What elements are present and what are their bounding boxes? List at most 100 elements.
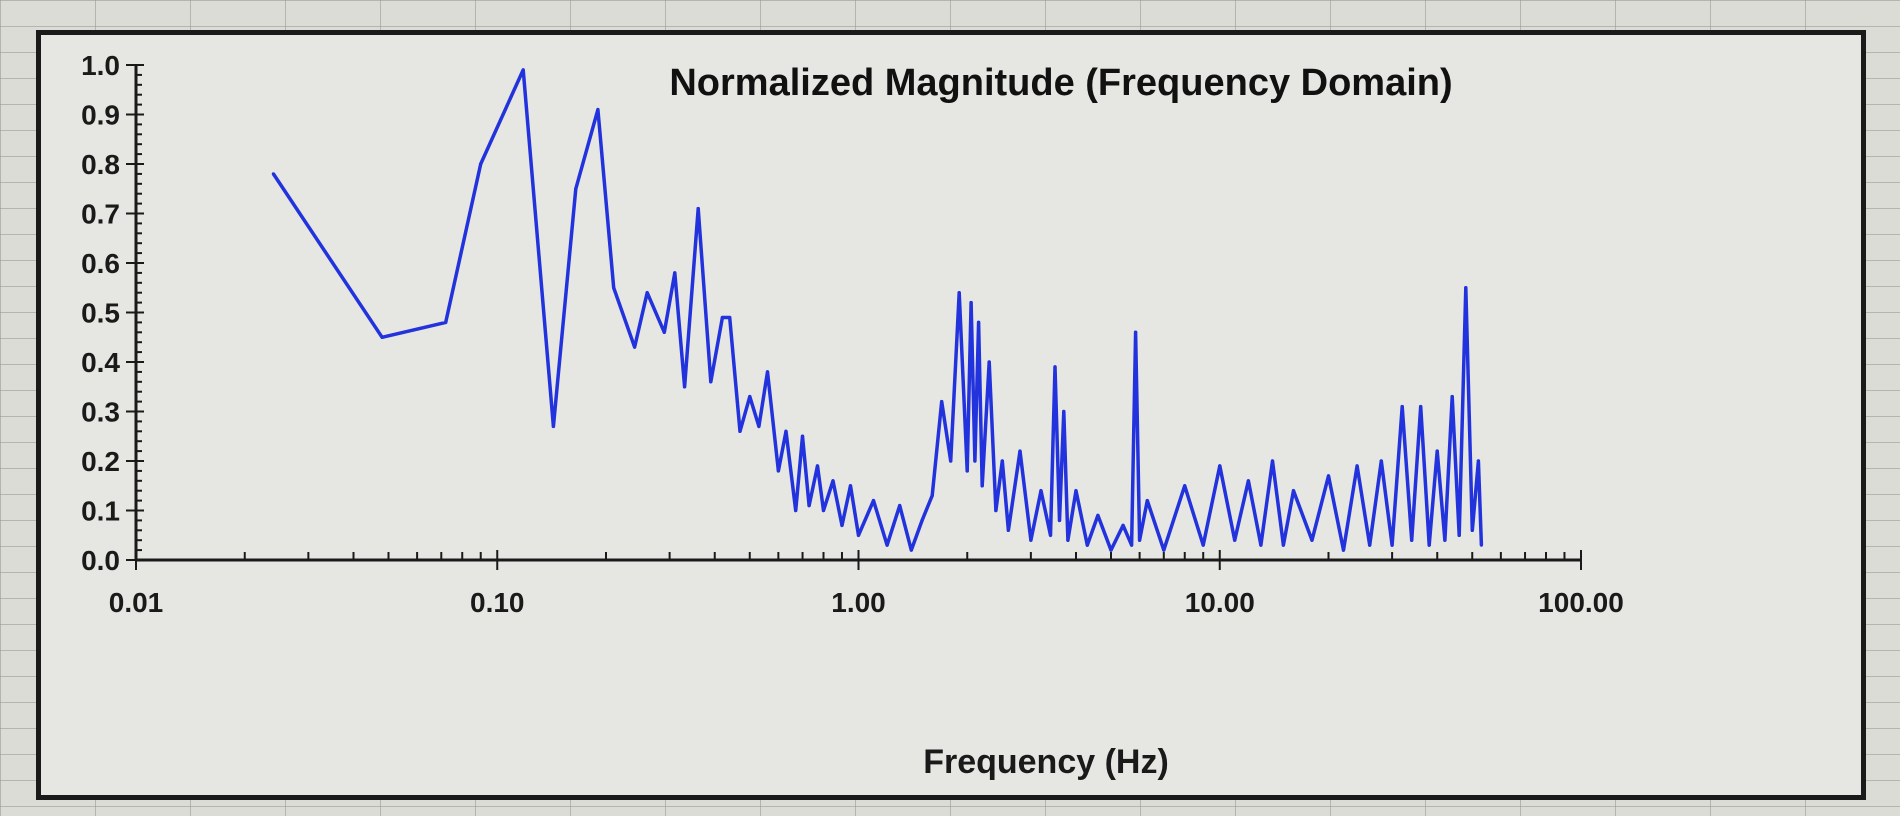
x-tick-label: 100.00	[1538, 587, 1624, 618]
y-tick-label: 0.0	[81, 545, 120, 576]
data-point	[1006, 528, 1011, 532]
data-point	[1057, 518, 1062, 522]
data-point	[940, 400, 944, 404]
data-point	[1145, 499, 1149, 503]
data-point	[271, 172, 275, 176]
data-point	[1310, 538, 1314, 542]
data-point	[1129, 543, 1134, 547]
data-point	[682, 385, 687, 389]
data-point	[765, 370, 770, 374]
data-point	[1018, 449, 1022, 453]
x-tick-label: 10.00	[1185, 587, 1255, 618]
y-tick-label: 0.3	[81, 397, 120, 428]
data-point	[815, 464, 820, 468]
y-tick-label: 0.8	[81, 149, 120, 180]
data-point	[930, 494, 934, 498]
data-point	[479, 162, 483, 166]
data-point	[574, 187, 578, 191]
data-point	[645, 291, 649, 295]
data-point	[965, 469, 969, 473]
data-point	[784, 429, 788, 433]
y-tick-label: 0.4	[81, 347, 120, 378]
data-point	[949, 459, 953, 463]
chart-title: Normalized Magnitude (Frequency Domain)	[669, 62, 1452, 104]
data-point	[612, 286, 616, 290]
data-point	[757, 424, 761, 428]
data-point	[551, 424, 555, 428]
data-point	[1096, 513, 1100, 518]
data-point	[909, 548, 913, 552]
data-point	[696, 206, 700, 211]
data-point	[1085, 543, 1089, 547]
data-point	[831, 479, 835, 483]
chart-frame: Normalized Magnitude (Frequency Domain) …	[36, 30, 1866, 800]
data-point	[1390, 543, 1394, 547]
data-point	[662, 330, 666, 334]
data-point	[1435, 449, 1439, 453]
data-point	[1400, 404, 1404, 409]
data-point	[1109, 548, 1113, 552]
data-point	[807, 503, 811, 508]
data-point	[885, 543, 889, 547]
x-axis-label: Frequency (Hz)	[923, 743, 1169, 781]
data-point	[848, 484, 853, 488]
data-point	[444, 320, 448, 324]
data-point	[1270, 459, 1275, 463]
data-point	[840, 523, 844, 527]
series-layer	[271, 68, 1484, 552]
data-point	[380, 335, 384, 339]
data-point	[673, 271, 677, 275]
y-tick-label: 0.7	[81, 199, 120, 230]
data-point	[1341, 548, 1346, 552]
data-point	[1121, 523, 1125, 527]
data-point	[1029, 538, 1033, 542]
data-point	[821, 508, 826, 513]
data-point	[1066, 538, 1070, 542]
data-point	[720, 315, 724, 320]
y-tick-label: 0.9	[81, 100, 120, 131]
data-point	[1470, 528, 1474, 532]
data-point	[976, 320, 981, 324]
data-point	[1134, 330, 1138, 334]
data-point	[800, 434, 805, 438]
data-point	[1259, 543, 1263, 547]
data-point	[1368, 543, 1372, 547]
x-tick-label: 0.10	[470, 587, 525, 618]
data-point	[871, 499, 876, 503]
data-point	[776, 469, 780, 473]
y-tick-label: 0.5	[81, 298, 120, 329]
data-point	[1291, 489, 1296, 493]
data-point	[633, 345, 637, 349]
data-point	[1379, 459, 1383, 463]
data-point	[521, 68, 525, 72]
data-point	[1039, 489, 1043, 493]
data-point	[1355, 464, 1359, 468]
data-point	[1450, 395, 1454, 399]
data-point	[1138, 538, 1142, 542]
data-point	[1048, 533, 1053, 537]
data-point	[738, 429, 742, 433]
series-line	[271, 68, 1484, 552]
data-point	[1419, 404, 1423, 409]
y-tick-label: 0.6	[81, 248, 120, 279]
data-point	[973, 459, 977, 463]
data-point	[1000, 459, 1004, 463]
data-point	[957, 291, 961, 295]
data-point	[969, 301, 973, 305]
data-point	[1281, 543, 1285, 547]
x-tick-label: 1.00	[831, 587, 886, 618]
data-point	[1443, 538, 1447, 542]
data-point	[1074, 489, 1078, 493]
data-point	[1218, 464, 1222, 468]
data-point	[1201, 543, 1205, 547]
data-point	[748, 395, 752, 399]
data-point	[1427, 543, 1431, 547]
y-tick-label: 0.1	[81, 496, 120, 527]
data-point	[794, 508, 798, 513]
axes: 0.0 0.1 0.2 0.3 0.4 0.5 0.6 0.7 0.8 0.9 1.0 0.01 0.1…	[81, 50, 1624, 618]
y-tick-label: 1.0	[81, 50, 120, 81]
data-point	[898, 503, 902, 508]
data-point	[994, 508, 998, 513]
data-point	[980, 484, 984, 488]
data-point	[1233, 538, 1237, 542]
